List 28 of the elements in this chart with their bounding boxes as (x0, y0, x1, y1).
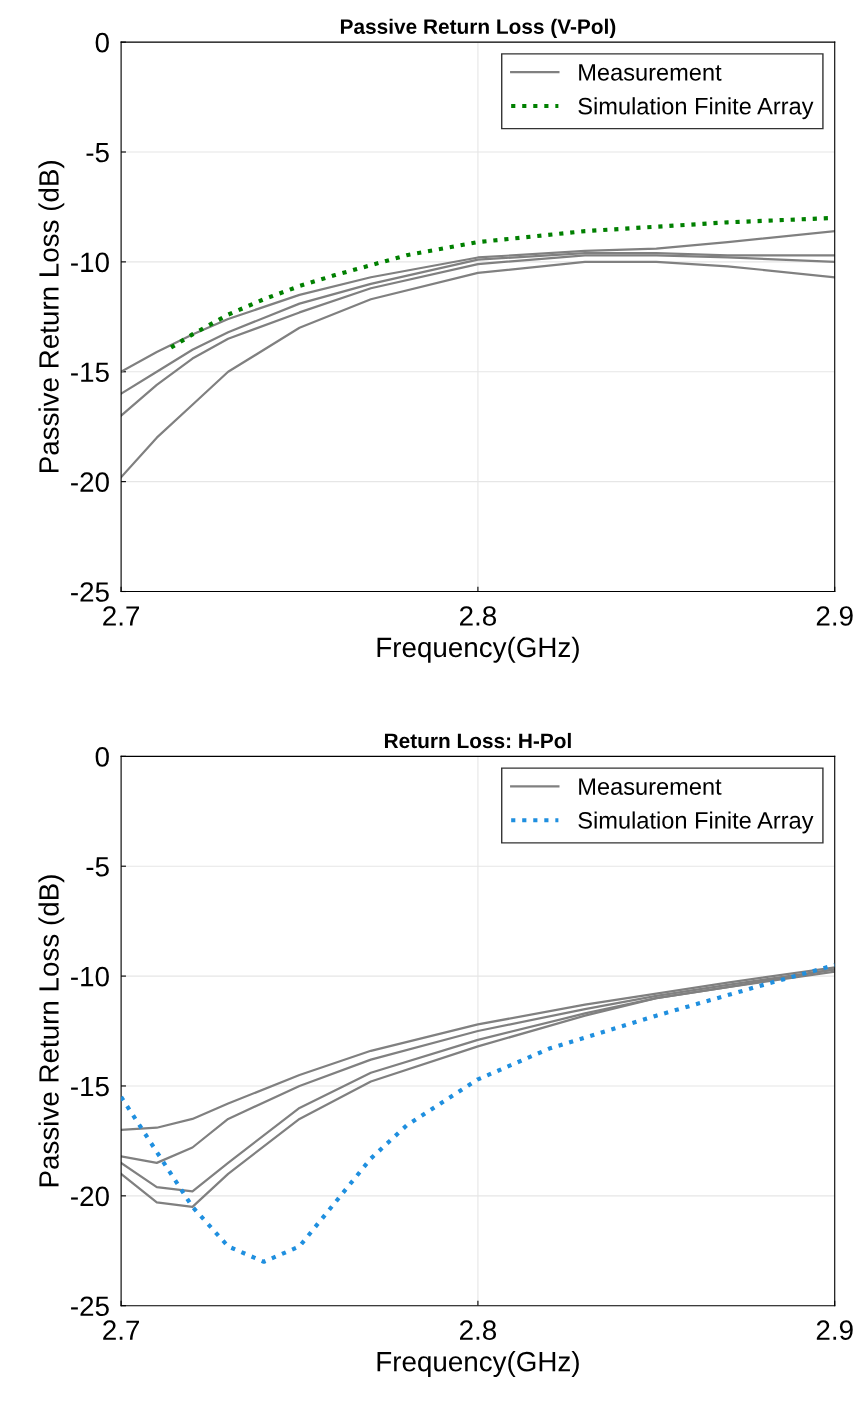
x-tick-label: 2.7 (103, 1320, 140, 1340)
legend-label: Measurement (579, 778, 722, 795)
x-axis-title: Frequency(GHz) (377, 1351, 579, 1377)
legend-label: Simulation Finite Array (578, 97, 814, 120)
y-tick-label: -5 (86, 857, 109, 877)
x-tick-label: 2.8 (460, 606, 497, 626)
legend-label: Simulation Finite Array (578, 811, 814, 834)
y-tick-label: -25 (71, 582, 109, 602)
y-tick-label: -20 (71, 472, 109, 492)
chart-title: Return Loss: H-Pol (384, 732, 571, 749)
y-tick-label: -10 (71, 966, 109, 987)
y-tick-label: -15 (71, 362, 109, 383)
x-tick-label: 2.8 (460, 1320, 497, 1341)
y-tick-label: 0 (95, 32, 109, 53)
x-tick-label: 2.9 (816, 1320, 853, 1341)
y-axis-title: Passive Return Loss (dB) (38, 161, 65, 472)
y-tick-label: -25 (71, 1296, 109, 1317)
y-tick-label: -20 (71, 1186, 109, 1207)
chart-title: Passive Return Loss (V-Pol) (340, 18, 616, 39)
y-tick-label: 0 (95, 747, 109, 767)
y-axis-title: Passive Return Loss (dB) (38, 875, 65, 1187)
y-tick-label: -10 (71, 252, 109, 273)
y-tick-label: -5 (86, 142, 109, 163)
y-tick-label: -15 (71, 1076, 109, 1097)
x-axis-title: Frequency(GHz) (377, 636, 579, 663)
x-tick-label: 2.7 (103, 606, 140, 626)
x-tick-label: 2.9 (816, 606, 853, 626)
legend-label: Measurement (579, 64, 722, 81)
